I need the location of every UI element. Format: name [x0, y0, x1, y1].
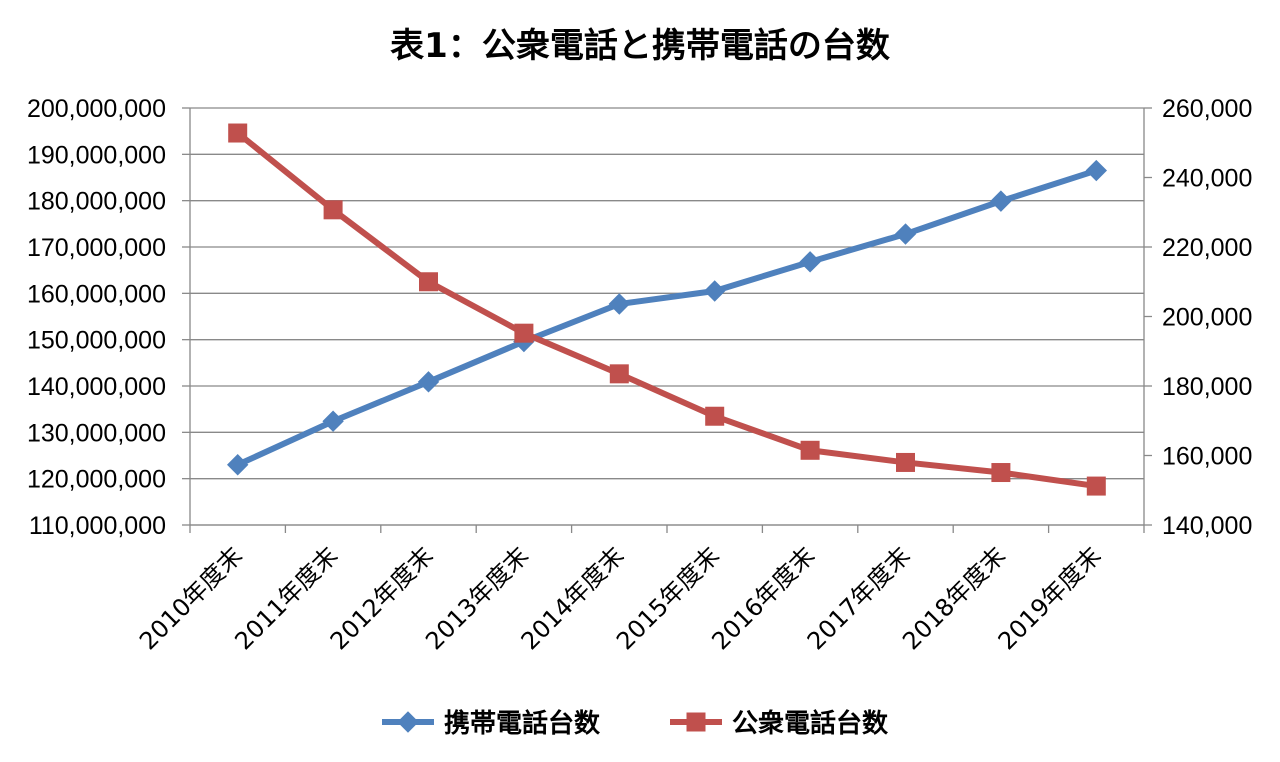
legend-marker	[397, 711, 419, 733]
data-point-marker	[991, 463, 1011, 483]
chart-title: 表1：公衆電話と携帯電話の台数	[390, 26, 890, 66]
data-point-marker	[990, 190, 1012, 212]
data-point-marker	[799, 251, 821, 273]
right-tick-label: 160,000	[1162, 443, 1252, 471]
left-tick-label: 200,000,000	[27, 95, 166, 123]
right-axis-ticks: 140,000 160,000 180,000 200,000 220,000 240,0…	[1162, 95, 1252, 540]
data-point-marker	[1085, 159, 1108, 182]
data-point-marker	[226, 454, 249, 476]
data-point-marker	[323, 200, 343, 220]
left-tick-label: 180,000,000	[27, 188, 166, 216]
left-tick-label: 160,000,000	[27, 280, 166, 308]
left-tick-label: 120,000,000	[27, 466, 166, 494]
legend-item: 携帯電話台数	[382, 708, 601, 739]
right-tick-label: 180,000	[1162, 373, 1252, 401]
right-tick-label: 220,000	[1162, 234, 1252, 262]
legend-marker	[686, 712, 706, 732]
data-point-marker	[896, 452, 915, 472]
data-point-marker	[705, 406, 725, 426]
data-point-marker	[894, 223, 917, 245]
right-tick-label: 260,000	[1162, 95, 1252, 123]
legend-label: 公衆電話台数	[732, 708, 889, 739]
series-layer	[226, 123, 1108, 496]
left-tick-label: 140,000,000	[27, 373, 166, 401]
series-1	[226, 159, 1108, 476]
category-axis-ticks: 2010年度末2011年度末2012年度末2013年度末2014年度末2015年…	[134, 541, 1106, 655]
data-point-marker	[608, 293, 631, 315]
data-point-marker	[703, 280, 726, 302]
right-tick-label: 240,000	[1162, 165, 1252, 193]
series-line	[234, 130, 1100, 490]
data-point-marker	[417, 371, 440, 393]
left-axis-ticks: 110,000,000 120,000,000 130,000,000 140,000…	[27, 95, 166, 540]
data-point-marker	[514, 323, 534, 343]
left-tick-label: 130,000,000	[27, 419, 166, 447]
legend-label: 携帯電話台数	[444, 708, 601, 739]
left-tick-label: 170,000,000	[27, 234, 166, 262]
data-point-marker	[419, 272, 438, 292]
data-point-marker	[322, 410, 344, 432]
legend: 携帯電話台数 公衆電話台数	[382, 708, 889, 739]
series-line	[234, 167, 1100, 468]
data-point-marker	[228, 123, 248, 143]
data-point-marker	[609, 364, 629, 384]
data-point-marker	[1086, 476, 1106, 496]
left-tick-label: 190,000,000	[27, 141, 166, 169]
gridlines	[190, 107, 1144, 526]
left-tick-label: 110,000,000	[29, 512, 166, 540]
category-label: 2019年度末	[993, 541, 1107, 655]
legend-item: 公衆電話台数	[670, 708, 889, 739]
series-2	[228, 123, 1106, 496]
right-tick-label: 140,000	[1162, 512, 1252, 540]
data-point-marker	[800, 440, 820, 460]
axes	[182, 107, 1152, 533]
left-tick-label: 150,000,000	[27, 327, 166, 355]
right-tick-label: 200,000	[1162, 304, 1252, 332]
